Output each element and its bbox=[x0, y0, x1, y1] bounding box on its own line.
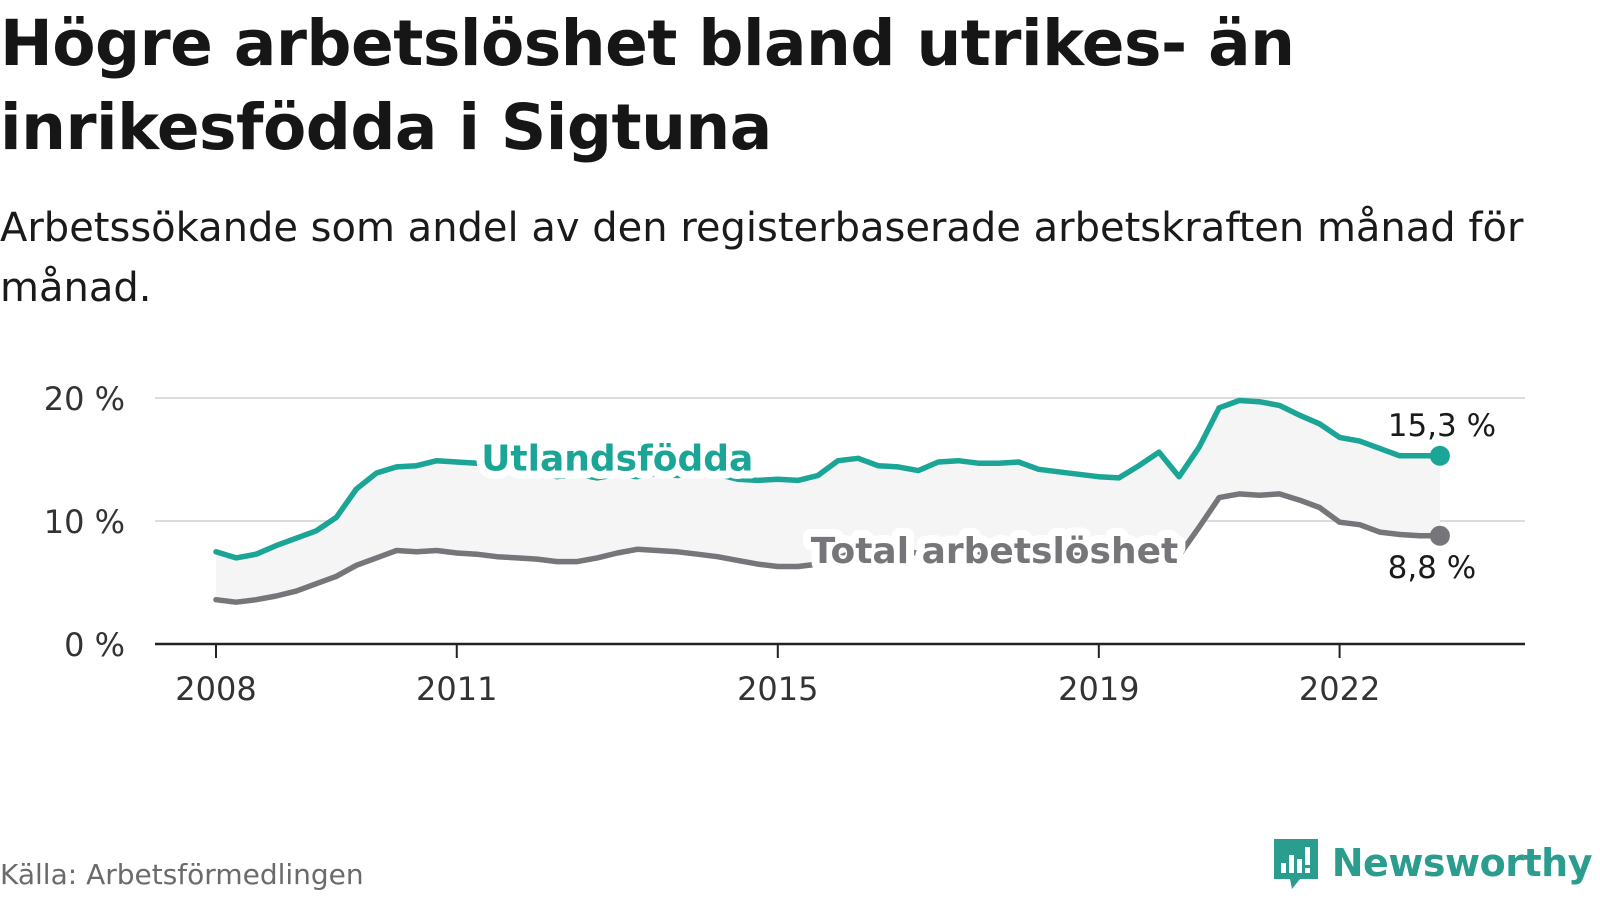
series-lines bbox=[213, 397, 1450, 605]
series-labels: 15,3 %8,8 %UtlandsföddaUtlandsföddaTotal… bbox=[473, 408, 1496, 586]
chart-title: Högre arbetslöshet bland utrikes- än inr… bbox=[0, 7, 1295, 164]
x-tick-label: 2008 bbox=[175, 670, 256, 708]
end-point-utlandsfodda bbox=[1429, 445, 1450, 466]
axes: 0 % 10 % 20 % 2008 2011 2015 2019 2022 bbox=[44, 380, 1525, 708]
x-tick-label: 2011 bbox=[416, 670, 497, 708]
newsworthy-logo-icon bbox=[1273, 839, 1318, 889]
brand-name: Newsworthy bbox=[1331, 841, 1593, 885]
chart-subtitle: Arbetssökande som andel av den registerb… bbox=[0, 205, 1524, 311]
series-label-total: Total arbetslöshet bbox=[811, 531, 1179, 572]
brand-logo[interactable]: Newsworthy bbox=[1270, 838, 1593, 889]
end-label-total: 8,8 % bbox=[1388, 550, 1477, 586]
y-tick-label: 10 % bbox=[44, 503, 125, 541]
y-tick-label: 20 % bbox=[44, 380, 125, 418]
series-label-total-halo: Total arbetslöshet bbox=[811, 531, 1179, 572]
series-line-total bbox=[213, 491, 1443, 605]
range-band bbox=[216, 400, 1440, 603]
source-note: Källa: Arbetsförmedlingen bbox=[0, 858, 364, 891]
series-label-utlandsfodda-halo: Utlandsfödda bbox=[481, 439, 753, 480]
series-line-utlandsfodda bbox=[213, 397, 1443, 561]
y-tick-label: 0 % bbox=[64, 626, 125, 664]
line-chart: 0 % 10 % 20 % 2008 2011 2015 2019 2022 15,3 % 8,… bbox=[44, 380, 1525, 708]
end-point-total bbox=[1429, 525, 1450, 546]
end-label-utlandsfodda: 15,3 % bbox=[1388, 408, 1496, 444]
x-tick-label: 2022 bbox=[1299, 670, 1380, 708]
series-label-utlandsfodda: Utlandsfödda bbox=[481, 439, 753, 480]
x-tick-label: 2015 bbox=[737, 670, 818, 708]
x-tick-label: 2019 bbox=[1058, 670, 1139, 708]
